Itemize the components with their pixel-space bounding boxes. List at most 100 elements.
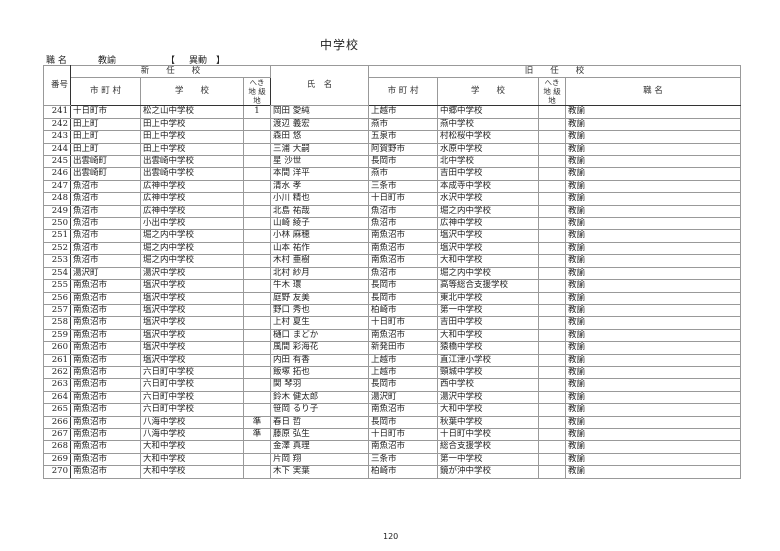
page-title: 中学校 — [320, 38, 360, 52]
new-school-cell: 塩沢中学校 — [140, 316, 244, 330]
table-row: 262 南魚沼市 六日町中学校 飯塚 拓也 上越市 頸城中学校 教諭 — [43, 365, 742, 380]
row-number-cell: 241 — [43, 105, 71, 119]
row-number-cell: 253 — [43, 254, 71, 268]
table-row: 246 出雲崎町 出雲崎中学校 本間 洋平 燕市 吉田中学校 教諭 — [43, 167, 742, 181]
new-school-cell: 八海中学校 — [140, 427, 244, 442]
new-hekichi-cell — [242, 465, 272, 479]
new-school-cell: 出雲崎中学校 — [140, 155, 244, 169]
new-municipality-cell: 魚沼市 — [70, 241, 141, 256]
new-school-cell: 塩沢中学校 — [140, 353, 244, 367]
table-row: 266 南魚沼市 八海中学校準春日 哲長岡市 秋葉中学校 教諭 — [43, 415, 742, 429]
old-position-cell: 教諭 — [565, 427, 742, 442]
old-municipality-cell: 燕市 — [368, 117, 439, 132]
new-municipality-cell: 田上町 — [70, 142, 141, 157]
new-municipality-cell: 魚沼市 — [70, 229, 141, 243]
old-position-cell: 教諭 — [565, 291, 742, 305]
row-number-cell: 265 — [43, 403, 71, 417]
new-hekichi-cell — [242, 130, 272, 144]
old-municipality-cell: 三条市 — [368, 179, 439, 194]
row-number-cell: 246 — [43, 167, 71, 181]
old-hekichi-cell — [538, 328, 567, 343]
new-hekichi-cell — [242, 291, 272, 305]
old-school-cell: 堀之内中学校 — [437, 266, 540, 281]
old-position-cell: 教諭 — [565, 465, 742, 479]
old-municipality-cell: 南魚沼市 — [368, 254, 439, 268]
new-hekichi-cell — [242, 117, 272, 132]
new-municipality-cell: 南魚沼市 — [70, 328, 141, 343]
old-position-cell: 教諭 — [565, 266, 742, 281]
new-school-cell: 小出中学校 — [140, 217, 244, 231]
row-number-cell: 262 — [43, 365, 71, 380]
old-municipality-cell: 南魚沼市 — [368, 403, 439, 417]
new-municipality-cell: 南魚沼市 — [70, 316, 141, 330]
old-hekichi-cell — [538, 353, 567, 367]
old-municipality-cell: 十日町市 — [368, 192, 439, 206]
table-row: 248 魚沼市 広神中学校 小川 精也 十日町市 水沢中学校 教諭 — [43, 192, 742, 206]
teacher-name-cell: 三浦 大嗣 — [270, 142, 370, 157]
new-hekichi-cell — [242, 266, 272, 281]
new-school-cell: 堀之内中学校 — [140, 241, 244, 256]
row-number-cell: 252 — [43, 241, 71, 256]
row-number-cell: 263 — [43, 378, 71, 392]
row-number-cell: 260 — [43, 341, 71, 355]
row-number-cell: 257 — [43, 303, 71, 318]
new-school-cell: 塩沢中学校 — [140, 303, 244, 318]
teacher-name-cell: 片岡 翔 — [270, 452, 370, 467]
teacher-name-cell: 飯塚 拓也 — [270, 365, 370, 380]
teacher-name-cell: 本間 洋平 — [270, 167, 370, 181]
old-position-cell: 教諭 — [565, 167, 742, 181]
old-school-cell: 頸城中学校 — [437, 365, 540, 380]
old-school-cell: 第一中学校 — [437, 303, 540, 318]
teacher-name-cell: 関 琴羽 — [270, 378, 370, 392]
new-hekichi-cell: 1 — [242, 105, 272, 119]
old-school-cell: 大和中学校 — [437, 403, 540, 417]
teacher-name-cell: 野口 秀也 — [270, 303, 370, 318]
old-municipality-cell: 上越市 — [368, 353, 439, 367]
old-hekichi-cell — [538, 440, 567, 454]
table-row: 267 南魚沼市 八海中学校準藤原 弘生 十日町市 十日町中学校 教諭 — [43, 427, 742, 442]
new-hekichi-cell — [242, 142, 272, 157]
table-row: 249 魚沼市 広神中学校 北島 祐哉 魚沼市 堀之内中学校 教諭 — [43, 204, 742, 219]
header-name: 氏 名 — [270, 64, 370, 107]
new-school-cell: 大和中学校 — [140, 465, 244, 479]
old-school-cell: 大和中学校 — [437, 328, 540, 343]
old-municipality-cell: 上越市 — [368, 365, 439, 380]
old-position-cell: 教諭 — [565, 155, 742, 169]
table-row: 265 南魚沼市 六日町中学校 笹岡 るり子 南魚沼市 大和中学校 教諭 — [43, 403, 742, 417]
teacher-name-cell: 星 沙世 — [270, 155, 370, 169]
new-municipality-cell: 南魚沼市 — [70, 403, 141, 417]
header-new-school: 新 任 校 — [69, 64, 272, 79]
row-number-cell: 264 — [43, 390, 71, 405]
old-municipality-cell: 長岡市 — [368, 291, 439, 305]
table-row: 269 南魚沼市 大和中学校 片岡 翔三条市 第一中学校 教諭 — [43, 452, 742, 467]
new-school-cell: 大和中学校 — [140, 440, 244, 454]
old-position-cell: 教諭 — [565, 229, 742, 243]
teacher-name-cell: 樋口 まどか — [270, 328, 370, 343]
old-municipality-cell: 上越市 — [368, 105, 439, 119]
new-school-cell: 広神中学校 — [140, 179, 244, 194]
old-position-cell: 教諭 — [565, 117, 742, 132]
new-municipality-cell: 田上町 — [70, 117, 141, 132]
old-hekichi-cell — [538, 303, 567, 318]
header-new-municipality: 市 町 村 — [70, 77, 141, 107]
new-municipality-cell: 十日町市 — [70, 105, 141, 119]
new-hekichi-cell — [242, 241, 272, 256]
table-row: 264 南魚沼市 六日町中学校 鈴木 健太郎 湯沢町 湯沢中学校 教諭 — [43, 390, 742, 405]
old-position-cell: 教諭 — [565, 105, 742, 119]
old-hekichi-cell — [538, 192, 567, 206]
old-municipality-cell: 柏崎市 — [368, 465, 439, 479]
teacher-name-cell: 風間 彩海花 — [270, 341, 370, 355]
new-municipality-cell: 南魚沼市 — [70, 390, 141, 405]
old-school-cell: 塩沢中学校 — [437, 229, 540, 243]
old-municipality-cell: 魚沼市 — [368, 204, 439, 219]
row-number-cell: 256 — [43, 291, 71, 305]
new-hekichi-cell: 準 — [242, 415, 272, 429]
new-municipality-cell: 魚沼市 — [70, 254, 141, 268]
old-school-cell: 東北中学校 — [437, 291, 540, 305]
old-position-cell: 教諭 — [565, 353, 742, 367]
old-school-cell: 広神中学校 — [437, 217, 540, 231]
teacher-name-cell: 小川 精也 — [270, 192, 370, 206]
old-school-cell: 大和中学校 — [437, 254, 540, 268]
old-municipality-cell: 魚沼市 — [368, 266, 439, 281]
old-hekichi-cell — [538, 117, 567, 132]
